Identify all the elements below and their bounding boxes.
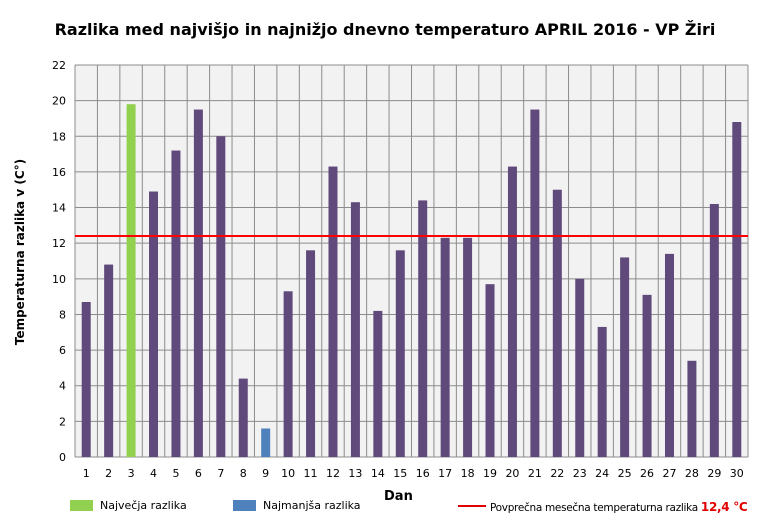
y-axis-label: Temperaturna razlika v (C°)	[13, 158, 27, 346]
x-tick-label: 3	[128, 467, 135, 480]
x-tick-label: 15	[393, 467, 407, 480]
legend-average-line	[458, 505, 486, 507]
legend-max-label: Največja razlika	[100, 499, 187, 512]
x-tick-label: 10	[281, 467, 295, 480]
y-tick-label: 12	[52, 237, 66, 250]
bar-day-15	[395, 250, 405, 457]
x-tick-label: 8	[240, 467, 247, 480]
bar-day-16	[418, 200, 428, 457]
x-tick-label: 24	[595, 467, 609, 480]
x-tick-label: 7	[217, 467, 224, 480]
bar-day-22	[552, 189, 562, 457]
bar-day-21	[530, 109, 540, 457]
bar-day-14	[373, 310, 383, 457]
legend-min-label: Najmanjša razlika	[263, 499, 361, 512]
x-tick-label: 19	[483, 467, 497, 480]
bar-day-29	[709, 203, 719, 457]
legend-min-swatch	[233, 500, 256, 511]
x-tick-label: 25	[618, 467, 632, 480]
bar-day-25	[620, 257, 630, 457]
bar-day-5	[171, 150, 181, 457]
bar-day-1	[81, 301, 91, 457]
bar-day-28	[687, 360, 697, 457]
chart-title: Razlika med najvišjo in najnižjo dnevno …	[54, 20, 716, 39]
bar-day-23	[575, 278, 585, 457]
bar-day-11	[306, 250, 316, 457]
y-tick-label: 18	[52, 130, 66, 143]
x-tick-label: 29	[707, 467, 721, 480]
bar-day-24	[597, 326, 607, 457]
x-tick-label: 17	[438, 467, 452, 480]
x-tick-label: 4	[150, 467, 157, 480]
x-tick-label: 11	[304, 467, 318, 480]
x-tick-label: 23	[573, 467, 587, 480]
y-tick-label: 8	[59, 308, 66, 321]
bar-day-12	[328, 166, 338, 457]
legend-average-value: 12,4 °C	[700, 500, 748, 514]
y-tick-label: 10	[52, 273, 66, 286]
x-tick-label: 13	[348, 467, 362, 480]
bar-day-26	[642, 294, 652, 457]
x-axis-label: Dan	[384, 489, 413, 504]
bar-day-4	[149, 191, 159, 457]
legend-max-swatch	[70, 500, 93, 511]
bar-day-7	[216, 136, 226, 458]
y-tick-label: 16	[52, 166, 66, 179]
x-tick-label: 28	[685, 467, 699, 480]
bar-day-2	[104, 264, 114, 457]
bar-day-17	[440, 237, 450, 457]
bar-day-27	[664, 253, 674, 457]
x-tick-label: 21	[528, 467, 542, 480]
x-tick-label: 12	[326, 467, 340, 480]
x-tick-label: 14	[371, 467, 385, 480]
bar-day-6	[193, 109, 203, 457]
y-tick-label: 20	[52, 95, 66, 108]
x-tick-label: 20	[505, 467, 519, 480]
y-tick-label: 6	[59, 344, 66, 357]
bar-day-3	[126, 104, 136, 457]
x-tick-label: 16	[416, 467, 430, 480]
y-tick-label: 22	[52, 59, 66, 72]
x-tick-label: 30	[730, 467, 744, 480]
y-tick-label: 2	[59, 415, 66, 428]
legend-average-label: Povprečna mesečna temperaturna razlika 1…	[490, 500, 748, 514]
x-tick-label: 6	[195, 467, 202, 480]
x-tick-label: 9	[262, 467, 269, 480]
y-tick-label: 0	[59, 451, 66, 464]
x-tick-label: 2	[105, 467, 112, 480]
bar-day-19	[485, 284, 495, 457]
x-tick-label: 22	[550, 467, 564, 480]
x-tick-label: 5	[172, 467, 179, 480]
bar-day-10	[283, 291, 293, 457]
y-tick-label: 4	[59, 380, 66, 393]
x-tick-label: 26	[640, 467, 654, 480]
bar-day-20	[507, 166, 517, 457]
bar-day-8	[238, 378, 248, 457]
bar-day-9	[261, 428, 271, 457]
bar-day-18	[463, 237, 473, 457]
x-tick-label: 27	[662, 467, 676, 480]
bar-day-13	[350, 202, 360, 457]
bar-day-30	[732, 122, 742, 457]
y-tick-label: 14	[52, 202, 66, 215]
x-tick-label: 18	[461, 467, 475, 480]
x-tick-label: 1	[83, 467, 90, 480]
legend-average-text: Povprečna mesečna temperaturna razlika	[490, 502, 698, 514]
